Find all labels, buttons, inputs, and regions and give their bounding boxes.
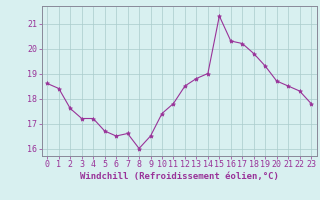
X-axis label: Windchill (Refroidissement éolien,°C): Windchill (Refroidissement éolien,°C) <box>80 172 279 181</box>
